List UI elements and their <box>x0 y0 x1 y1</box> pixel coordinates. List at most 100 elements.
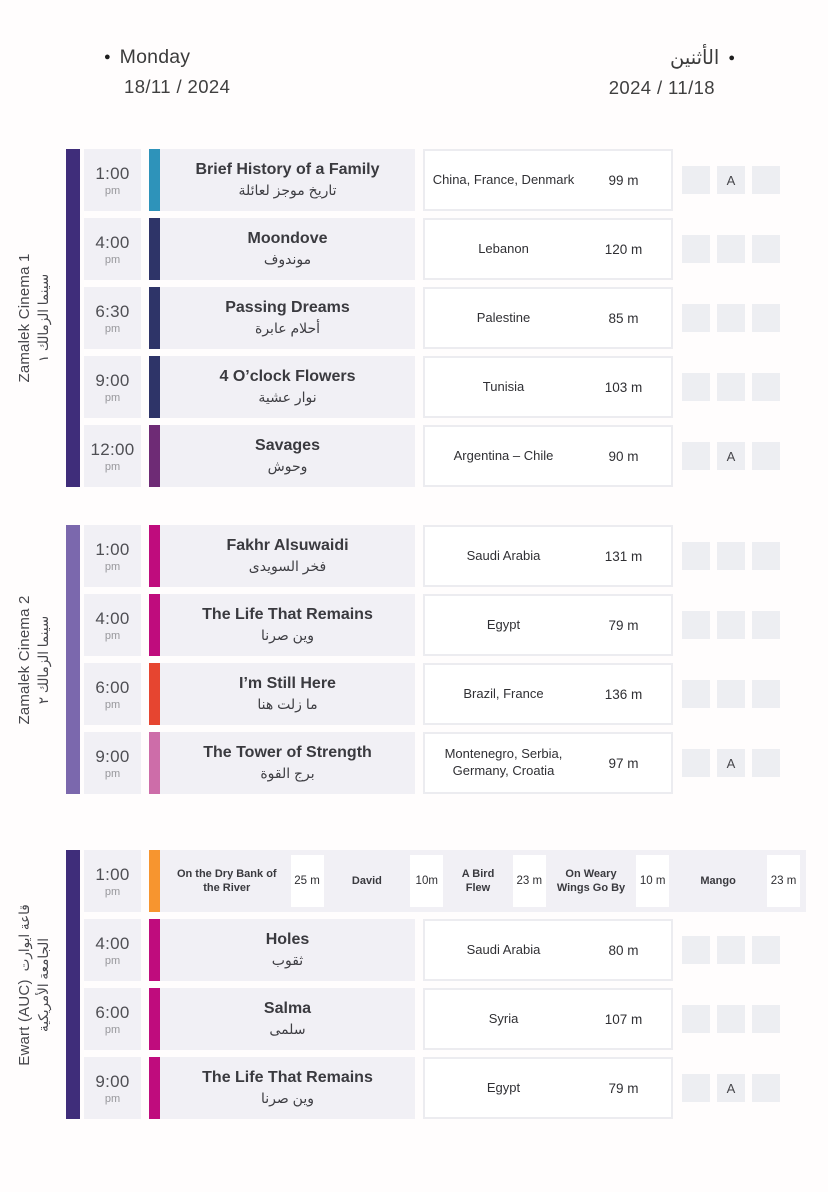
film-title-cell: Brief History of a Family تاريخ موجز لعا… <box>160 149 415 211</box>
film-color-bar <box>149 287 160 349</box>
showtime-hour: 1:00 <box>95 163 130 183</box>
film-country: Brazil, France <box>463 685 544 701</box>
date-block-ar: الأثنين ● 2024 / 11/18 <box>609 46 735 99</box>
badge-slot <box>717 1005 745 1033</box>
day-name-en: Monday <box>119 46 191 68</box>
badge-slot <box>682 373 710 401</box>
showtime-hour: 6:00 <box>95 1002 130 1022</box>
film-color-bar <box>149 732 160 794</box>
country-duration-box: Lebanon 120 m <box>423 218 673 280</box>
badge-slot: A <box>717 749 745 777</box>
film-title-cell: 4 O’clock Flowers نوار عشية <box>160 356 415 418</box>
country-duration-box: China, France, Denmark 99 m <box>423 149 673 211</box>
film-country: Egypt <box>486 616 521 632</box>
badge-slot <box>752 166 780 194</box>
film-duration: 79 m <box>608 617 639 633</box>
venue-section-zamalek-2: Zamalek Cinema 2 سينما الزمالك ٢ 1:00 pm… <box>0 525 828 794</box>
film-title-ar: نوار عشية <box>258 389 317 405</box>
film-title-en: Moondove <box>247 230 328 248</box>
film-title-ar: سلمى <box>269 1021 306 1037</box>
short-film-duration: 10m <box>410 855 444 907</box>
film-title-en: Savages <box>255 437 320 455</box>
venue-color-bar <box>66 149 80 487</box>
film-title-ar: وين صرنا <box>261 1090 314 1106</box>
film-title-en: Holes <box>265 931 310 949</box>
country-duration-box: Egypt 79 m <box>423 1057 673 1119</box>
badge-slot <box>682 235 710 263</box>
film-duration: 107 m <box>604 1011 643 1027</box>
showtime-period: pm <box>104 698 121 711</box>
film-country: Egypt <box>486 1079 521 1095</box>
badge-slot <box>717 304 745 332</box>
badge-slot <box>717 542 745 570</box>
showtime-period: pm <box>104 1023 121 1036</box>
venue-label: Zamalek Cinema 1 سينما الزمالك ١ <box>2 149 66 487</box>
venue-rows: 1:00 pm Fakhr Alsuwaidi فخر السويدى Saud… <box>84 525 806 794</box>
showtime-period: pm <box>104 629 121 642</box>
date-block-en: ● Monday 18/11 / 2024 <box>104 46 230 99</box>
badge-slot: A <box>717 442 745 470</box>
screening-row: 12:00 pm Savages وحوش Argentina – Chile … <box>84 425 806 487</box>
showtime: 1:00 pm <box>84 525 141 587</box>
date-en: 18/11 / 2024 <box>124 76 231 97</box>
badge-slot <box>682 1074 710 1102</box>
badge-slot <box>752 1074 780 1102</box>
showtime-hour: 12:00 <box>90 439 135 459</box>
film-title-ar: أحلام عابرة <box>254 320 321 336</box>
badge-slot <box>682 611 710 639</box>
showtime-hour: 1:00 <box>95 864 130 884</box>
film-color-bar <box>149 425 160 487</box>
showtime: 9:00 pm <box>84 1057 141 1119</box>
film-country: Saudi Arabia <box>466 547 541 563</box>
film-duration: 136 m <box>604 686 643 702</box>
venue-name-ar: سينما الزمالك ١ <box>36 273 52 363</box>
badge-slot: A <box>717 166 745 194</box>
film-title-cell: Salma سلمى <box>160 988 415 1050</box>
film-country: Syria <box>488 1010 519 1026</box>
venue-rows: 1:00 pm On the Dry Bank of the River 25 … <box>84 850 806 1119</box>
badge-slot: A <box>717 1074 745 1102</box>
film-color-bar <box>149 218 160 280</box>
badge-slot <box>752 442 780 470</box>
screening-row: 6:30 pm Passing Dreams أحلام عابرة Pales… <box>84 287 806 349</box>
film-title-cell: Savages وحوش <box>160 425 415 487</box>
showtime: 4:00 pm <box>84 218 141 280</box>
film-duration: 80 m <box>608 942 639 958</box>
showtime-period: pm <box>104 954 121 967</box>
venue-label: Zamalek Cinema 2 سينما الزمالك ٢ <box>2 525 66 794</box>
badge-slot <box>752 749 780 777</box>
film-color-bar <box>149 525 160 587</box>
showtime-hour: 9:00 <box>95 1071 130 1091</box>
rating-badges <box>682 919 780 981</box>
rating-badges: A <box>682 149 780 211</box>
film-title-cell: The Life That Remains وين صرنا <box>160 594 415 656</box>
badge-slot <box>717 611 745 639</box>
badge-slot <box>752 680 780 708</box>
showtime-period: pm <box>104 767 121 780</box>
film-duration: 85 m <box>608 310 639 326</box>
country-duration-box: Syria 107 m <box>423 988 673 1050</box>
showtime-period: pm <box>104 391 121 404</box>
film-duration: 99 m <box>608 172 639 188</box>
badge-slot <box>717 373 745 401</box>
showtime: 9:00 pm <box>84 356 141 418</box>
film-title-en: The Life That Remains <box>202 1069 373 1087</box>
badge-slot <box>752 542 780 570</box>
badge-slot <box>717 235 745 263</box>
venue-name-ar: الجامعة الأمريكية <box>36 937 52 1032</box>
film-title-ar: برج القوة <box>260 765 315 781</box>
showtime-period: pm <box>104 322 121 335</box>
film-title-en: Fakhr Alsuwaidi <box>226 537 349 555</box>
screening-row: 4:00 pm Moondove موندوف Lebanon 120 m <box>84 218 806 280</box>
film-title-ar: ثقوب <box>271 952 304 968</box>
film-country: Lebanon <box>478 240 529 256</box>
film-duration: 97 m <box>608 755 639 771</box>
film-duration: 103 m <box>604 379 643 395</box>
rating-badges <box>682 356 780 418</box>
showtime-hour: 6:30 <box>95 301 130 321</box>
film-title-ar: موندوف <box>263 251 312 267</box>
film-title-en: I’m Still Here <box>239 675 336 693</box>
film-duration: 131 m <box>604 548 643 564</box>
rating-badges <box>682 594 780 656</box>
badge-slot <box>717 936 745 964</box>
